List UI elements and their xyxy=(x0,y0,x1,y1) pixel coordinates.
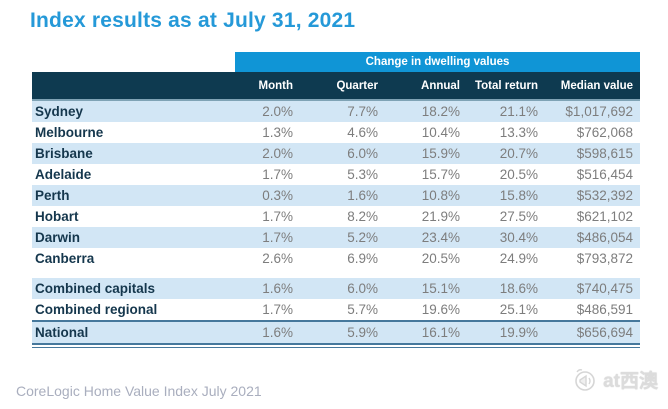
table-row-perth: Perth 0.3% 1.6% 10.8% 15.8% $532,392 xyxy=(32,185,640,206)
index-results-table: Change in dwelling values Month Quarter … xyxy=(32,52,640,348)
cell-median-value: $516,454 xyxy=(576,167,633,182)
row-label: Perth xyxy=(35,188,70,203)
table-row-combined-regional: Combined regional 1.7% 5.7% 19.6% 25.1% … xyxy=(32,299,640,320)
change-in-dwelling-values-band: Change in dwelling values xyxy=(235,52,640,72)
cell-total-return: 24.9% xyxy=(499,251,538,266)
cell-median-value: $656,694 xyxy=(576,325,633,340)
cell-annual: 23.4% xyxy=(421,230,460,245)
cell-month: 1.7% xyxy=(262,302,293,317)
cell-month: 1.7% xyxy=(262,230,293,245)
cell-month: 2.6% xyxy=(262,251,293,266)
row-label: Canberra xyxy=(35,251,95,266)
cell-total-return: 15.8% xyxy=(499,188,538,203)
page-title: Index results as at July 31, 2021 xyxy=(30,9,356,32)
column-header-month: Month xyxy=(258,79,293,92)
cell-month: 1.7% xyxy=(262,167,293,182)
cell-annual: 15.9% xyxy=(421,146,460,161)
cell-annual: 10.4% xyxy=(421,125,460,140)
cell-total-return: 25.1% xyxy=(499,302,538,317)
column-header-median-value: Median value xyxy=(560,79,633,92)
table-header-row: Month Quarter Annual Total return Median… xyxy=(32,72,640,101)
cell-month: 1.7% xyxy=(262,209,293,224)
cell-annual: 15.1% xyxy=(421,281,460,296)
table-row-canberra: Canberra 2.6% 6.9% 20.5% 24.9% $793,872 xyxy=(32,248,640,269)
cell-quarter: 6.9% xyxy=(347,251,378,266)
cell-median-value: $621,102 xyxy=(576,209,633,224)
row-label: National xyxy=(35,325,89,340)
row-label: Darwin xyxy=(35,230,81,245)
cell-quarter: 1.6% xyxy=(347,188,378,203)
cell-month: 1.6% xyxy=(262,281,293,296)
cell-quarter: 5.3% xyxy=(347,167,378,182)
cell-annual: 21.9% xyxy=(421,209,460,224)
cell-median-value: $532,392 xyxy=(576,188,633,203)
cell-month: 1.3% xyxy=(262,125,293,140)
cell-quarter: 6.0% xyxy=(347,146,378,161)
cell-total-return: 20.7% xyxy=(499,146,538,161)
cell-median-value: $598,615 xyxy=(576,146,633,161)
cell-month: 1.6% xyxy=(262,325,293,340)
cell-total-return: 27.5% xyxy=(499,209,538,224)
cell-total-return: 13.3% xyxy=(499,125,538,140)
table-row-combined-capitals: Combined capitals 1.6% 6.0% 15.1% 18.6% … xyxy=(32,278,640,299)
row-label: Combined capitals xyxy=(35,281,156,296)
cell-total-return: 20.5% xyxy=(499,167,538,182)
column-header-annual: Annual xyxy=(421,79,460,92)
cell-median-value: $486,591 xyxy=(576,302,633,317)
row-group-spacer xyxy=(32,269,640,278)
cell-month: 2.0% xyxy=(262,104,293,119)
cell-annual: 16.1% xyxy=(421,325,460,340)
cell-median-value: $793,872 xyxy=(576,251,633,266)
cell-quarter: 5.2% xyxy=(347,230,378,245)
cell-annual: 15.7% xyxy=(421,167,460,182)
watermark-label: at西澳 xyxy=(603,371,658,392)
cell-quarter: 4.6% xyxy=(347,125,378,140)
cell-month: 0.3% xyxy=(262,188,293,203)
row-label: Sydney xyxy=(35,104,84,119)
row-label: Melbourne xyxy=(35,125,104,140)
row-label: Brisbane xyxy=(35,146,93,161)
cell-median-value: $762,068 xyxy=(576,125,633,140)
row-label: Adelaide xyxy=(35,167,92,182)
table-row-brisbane: Brisbane 2.0% 6.0% 15.9% 20.7% $598,615 xyxy=(32,143,640,164)
cell-annual: 10.8% xyxy=(421,188,460,203)
cell-month: 2.0% xyxy=(262,146,293,161)
cell-median-value: $486,054 xyxy=(576,230,633,245)
cell-total-return: 18.6% xyxy=(499,281,538,296)
cell-total-return: 21.1% xyxy=(499,104,538,119)
table-row-melbourne: Melbourne 1.3% 4.6% 10.4% 13.3% $762,068 xyxy=(32,122,640,143)
table-bottom-rule xyxy=(32,347,640,348)
cell-annual: 18.2% xyxy=(421,104,460,119)
cell-annual: 20.5% xyxy=(421,251,460,266)
cell-median-value: $740,475 xyxy=(576,281,633,296)
cell-annual: 19.6% xyxy=(421,302,460,317)
cell-quarter: 6.0% xyxy=(347,281,378,296)
cell-quarter: 5.9% xyxy=(347,325,378,340)
table-row-darwin: Darwin 1.7% 5.2% 23.4% 30.4% $486,054 xyxy=(32,227,640,248)
cell-median-value: $1,017,692 xyxy=(565,104,633,119)
watermark: at西澳 xyxy=(572,366,658,393)
table-row-adelaide: Adelaide 1.7% 5.3% 15.7% 20.5% $516,454 xyxy=(32,164,640,185)
cell-total-return: 30.4% xyxy=(499,230,538,245)
band-row: Change in dwelling values xyxy=(32,52,640,72)
table-row-sydney: Sydney 2.0% 7.7% 18.2% 21.1% $1,017,692 xyxy=(32,101,640,122)
column-header-quarter: Quarter xyxy=(336,79,378,92)
megaphone-icon xyxy=(575,368,595,391)
table-row-national: National 1.6% 5.9% 16.1% 19.9% $656,694 xyxy=(32,320,640,345)
cell-total-return: 19.9% xyxy=(499,325,538,340)
cell-quarter: 5.7% xyxy=(347,302,378,317)
column-header-total-return: Total return xyxy=(474,79,538,92)
source-caption: CoreLogic Home Value Index July 2021 xyxy=(16,383,262,399)
row-label: Combined regional xyxy=(35,302,158,317)
cell-quarter: 8.2% xyxy=(347,209,378,224)
row-label: Hobart xyxy=(35,209,79,224)
cell-quarter: 7.7% xyxy=(347,104,378,119)
table-row-hobart: Hobart 1.7% 8.2% 21.9% 27.5% $621,102 xyxy=(32,206,640,227)
